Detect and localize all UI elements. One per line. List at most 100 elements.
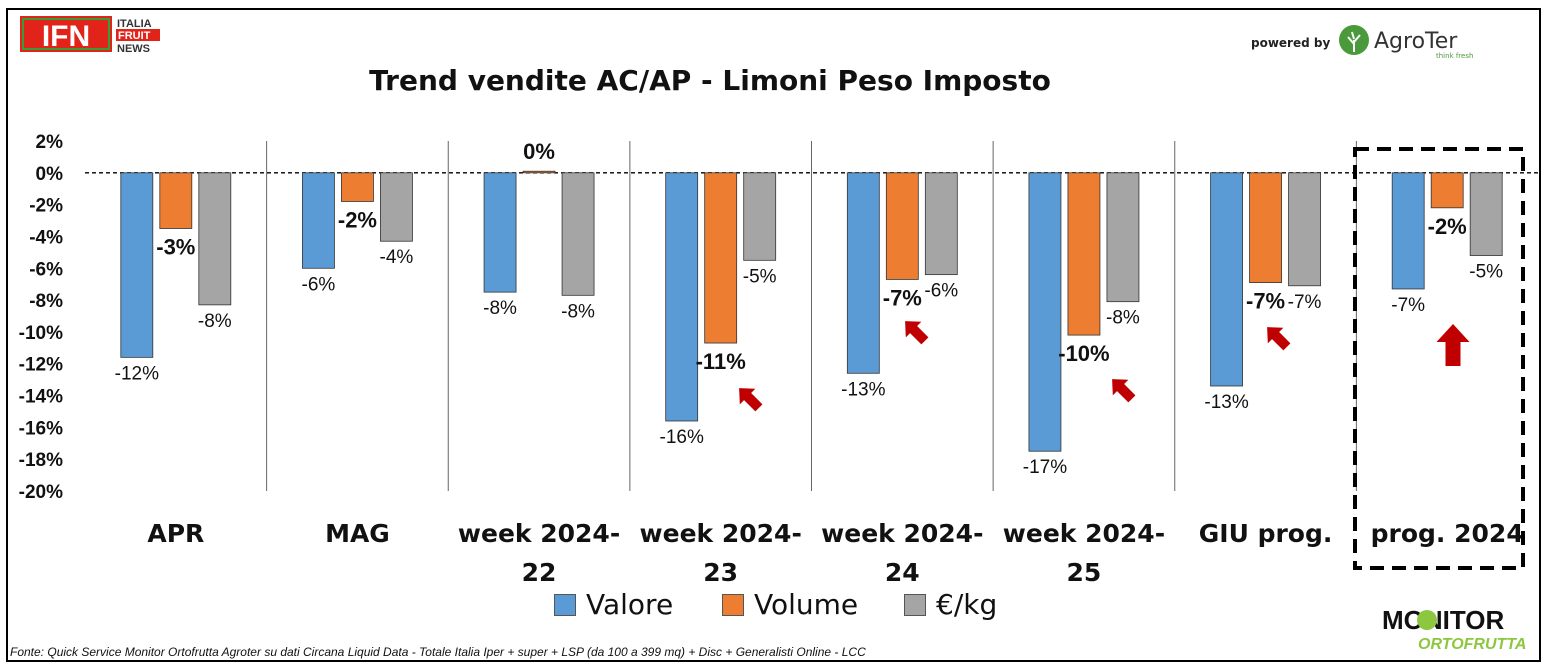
data-label: -6% <box>302 274 336 295</box>
y-tick-label: -16% <box>19 418 63 439</box>
agroter-tagline: think fresh <box>1436 52 1473 60</box>
y-tick-label: -6% <box>29 259 63 280</box>
data-label: -11% <box>696 349 746 374</box>
chart-legend: Valore Volume €/kg <box>0 588 1549 624</box>
agroter-name: AgroTer <box>1374 29 1458 54</box>
red-up-arrow-icon <box>739 388 763 412</box>
category-label: 22 <box>522 558 557 587</box>
y-tick-label: -20% <box>19 482 63 503</box>
y-tick-label: 0% <box>36 164 64 185</box>
legend-label-volume: Volume <box>754 588 859 621</box>
bar-valore <box>1210 172 1243 387</box>
legend-item-valore: Valore <box>554 588 673 621</box>
red-up-arrow-icon <box>1436 324 1470 366</box>
category-label: week 2024- <box>1003 519 1165 548</box>
data-label: -13% <box>841 379 885 400</box>
data-label: -12% <box>115 363 159 384</box>
bar-kg <box>561 172 595 296</box>
data-label: -8% <box>198 311 232 332</box>
legend-swatch-volume <box>722 593 744 616</box>
bar-kg <box>1106 172 1140 303</box>
data-label: -7% <box>883 285 922 310</box>
category-label: 23 <box>703 558 738 587</box>
category-label: 24 <box>885 558 920 587</box>
chart-frame <box>6 8 1541 662</box>
data-label: 0% <box>523 139 555 164</box>
y-tick-label: -2% <box>29 196 63 217</box>
source-footnote: Fonte: Quick Service Monitor Ortofrutta … <box>10 645 866 659</box>
bar-volume <box>522 170 556 174</box>
bar-kg <box>1469 172 1503 256</box>
bar-kg <box>380 172 413 242</box>
data-label: -5% <box>743 266 777 287</box>
data-label: -8% <box>483 298 517 319</box>
category-label: 25 <box>1067 558 1102 587</box>
bar-valore <box>120 172 154 358</box>
data-label: -4% <box>380 247 414 268</box>
bar-valore <box>302 172 335 269</box>
bar-valore <box>665 172 699 422</box>
data-label: -8% <box>561 301 595 322</box>
red-up-arrow-icon <box>1112 379 1136 403</box>
data-label: -8% <box>1106 308 1140 329</box>
data-label: -2% <box>1428 214 1467 239</box>
category-label: prog. 2024 <box>1371 519 1524 548</box>
category-label: week 2024- <box>821 519 983 548</box>
category-label: APR <box>147 519 204 548</box>
y-tick-label: -12% <box>19 355 63 376</box>
data-label: -7% <box>1288 292 1322 313</box>
bar-kg <box>198 172 232 306</box>
red-up-arrow-icon <box>905 321 929 345</box>
bar-volume <box>1067 172 1101 336</box>
data-label: -7% <box>1391 295 1425 316</box>
bar-volume <box>885 172 919 280</box>
bar-kg <box>924 172 958 276</box>
highlight-box <box>1353 147 1525 570</box>
chart-title: Trend vendite AC/AP - Limoni Peso Impost… <box>369 64 1051 97</box>
bar-kg <box>743 172 777 261</box>
ifn-logo-line1: ITALIA <box>117 18 152 30</box>
legend-swatch-valore <box>554 593 576 616</box>
bar-valore <box>846 172 880 374</box>
data-label: -13% <box>1204 392 1248 413</box>
red-up-arrow-icon <box>1267 327 1291 351</box>
y-tick-label: 2% <box>36 132 64 153</box>
agroter-logo: AgroTer think fresh <box>1339 25 1473 60</box>
data-label: -2% <box>338 207 377 232</box>
data-label: -17% <box>1023 457 1067 478</box>
bar-valore <box>483 172 517 293</box>
bar-volume <box>341 172 374 202</box>
legend-item-prezzo: €/kg <box>904 588 997 621</box>
ifn-logo-line3: NEWS <box>117 43 150 55</box>
monitor-logo-line1: MONITOR <box>1382 605 1505 635</box>
ifn-logo: IFN ITALIA FRUIT NEWS <box>20 16 160 55</box>
monitor-ortofrutta-logo: MONITOR ORTOFRUTTA <box>1382 605 1526 653</box>
data-label: -16% <box>660 427 704 448</box>
data-label: -7% <box>1246 289 1285 314</box>
powered-by-label: powered by <box>1251 36 1331 50</box>
y-tick-label: -4% <box>29 227 63 248</box>
category-label: GIU prog. <box>1199 519 1333 548</box>
y-tick-label: -10% <box>19 323 63 344</box>
bar-kg <box>1288 172 1321 287</box>
data-label: -10% <box>1058 341 1109 366</box>
legend-item-volume: Volume <box>722 588 858 621</box>
monitor-logo-line2: ORTOFRUTTA <box>1418 636 1526 653</box>
legend-swatch-prezzo <box>904 593 926 616</box>
category-label: week 2024- <box>640 519 802 548</box>
data-label: -3% <box>156 235 195 260</box>
bar-volume <box>1249 172 1282 283</box>
y-tick-label: -8% <box>29 291 63 312</box>
y-tick-label: -14% <box>19 387 63 408</box>
bar-valore <box>1028 172 1062 452</box>
ifn-logo-text: IFN <box>42 20 90 53</box>
data-label: -5% <box>1469 262 1503 283</box>
legend-label-valore: Valore <box>586 588 674 621</box>
y-tick-label: -18% <box>19 450 63 471</box>
bar-volume <box>159 172 193 229</box>
ifn-logo-line2: FRUIT <box>118 30 151 42</box>
data-label: -6% <box>924 281 958 302</box>
category-label: week 2024- <box>458 519 620 548</box>
legend-label-prezzo: €/kg <box>936 588 998 621</box>
